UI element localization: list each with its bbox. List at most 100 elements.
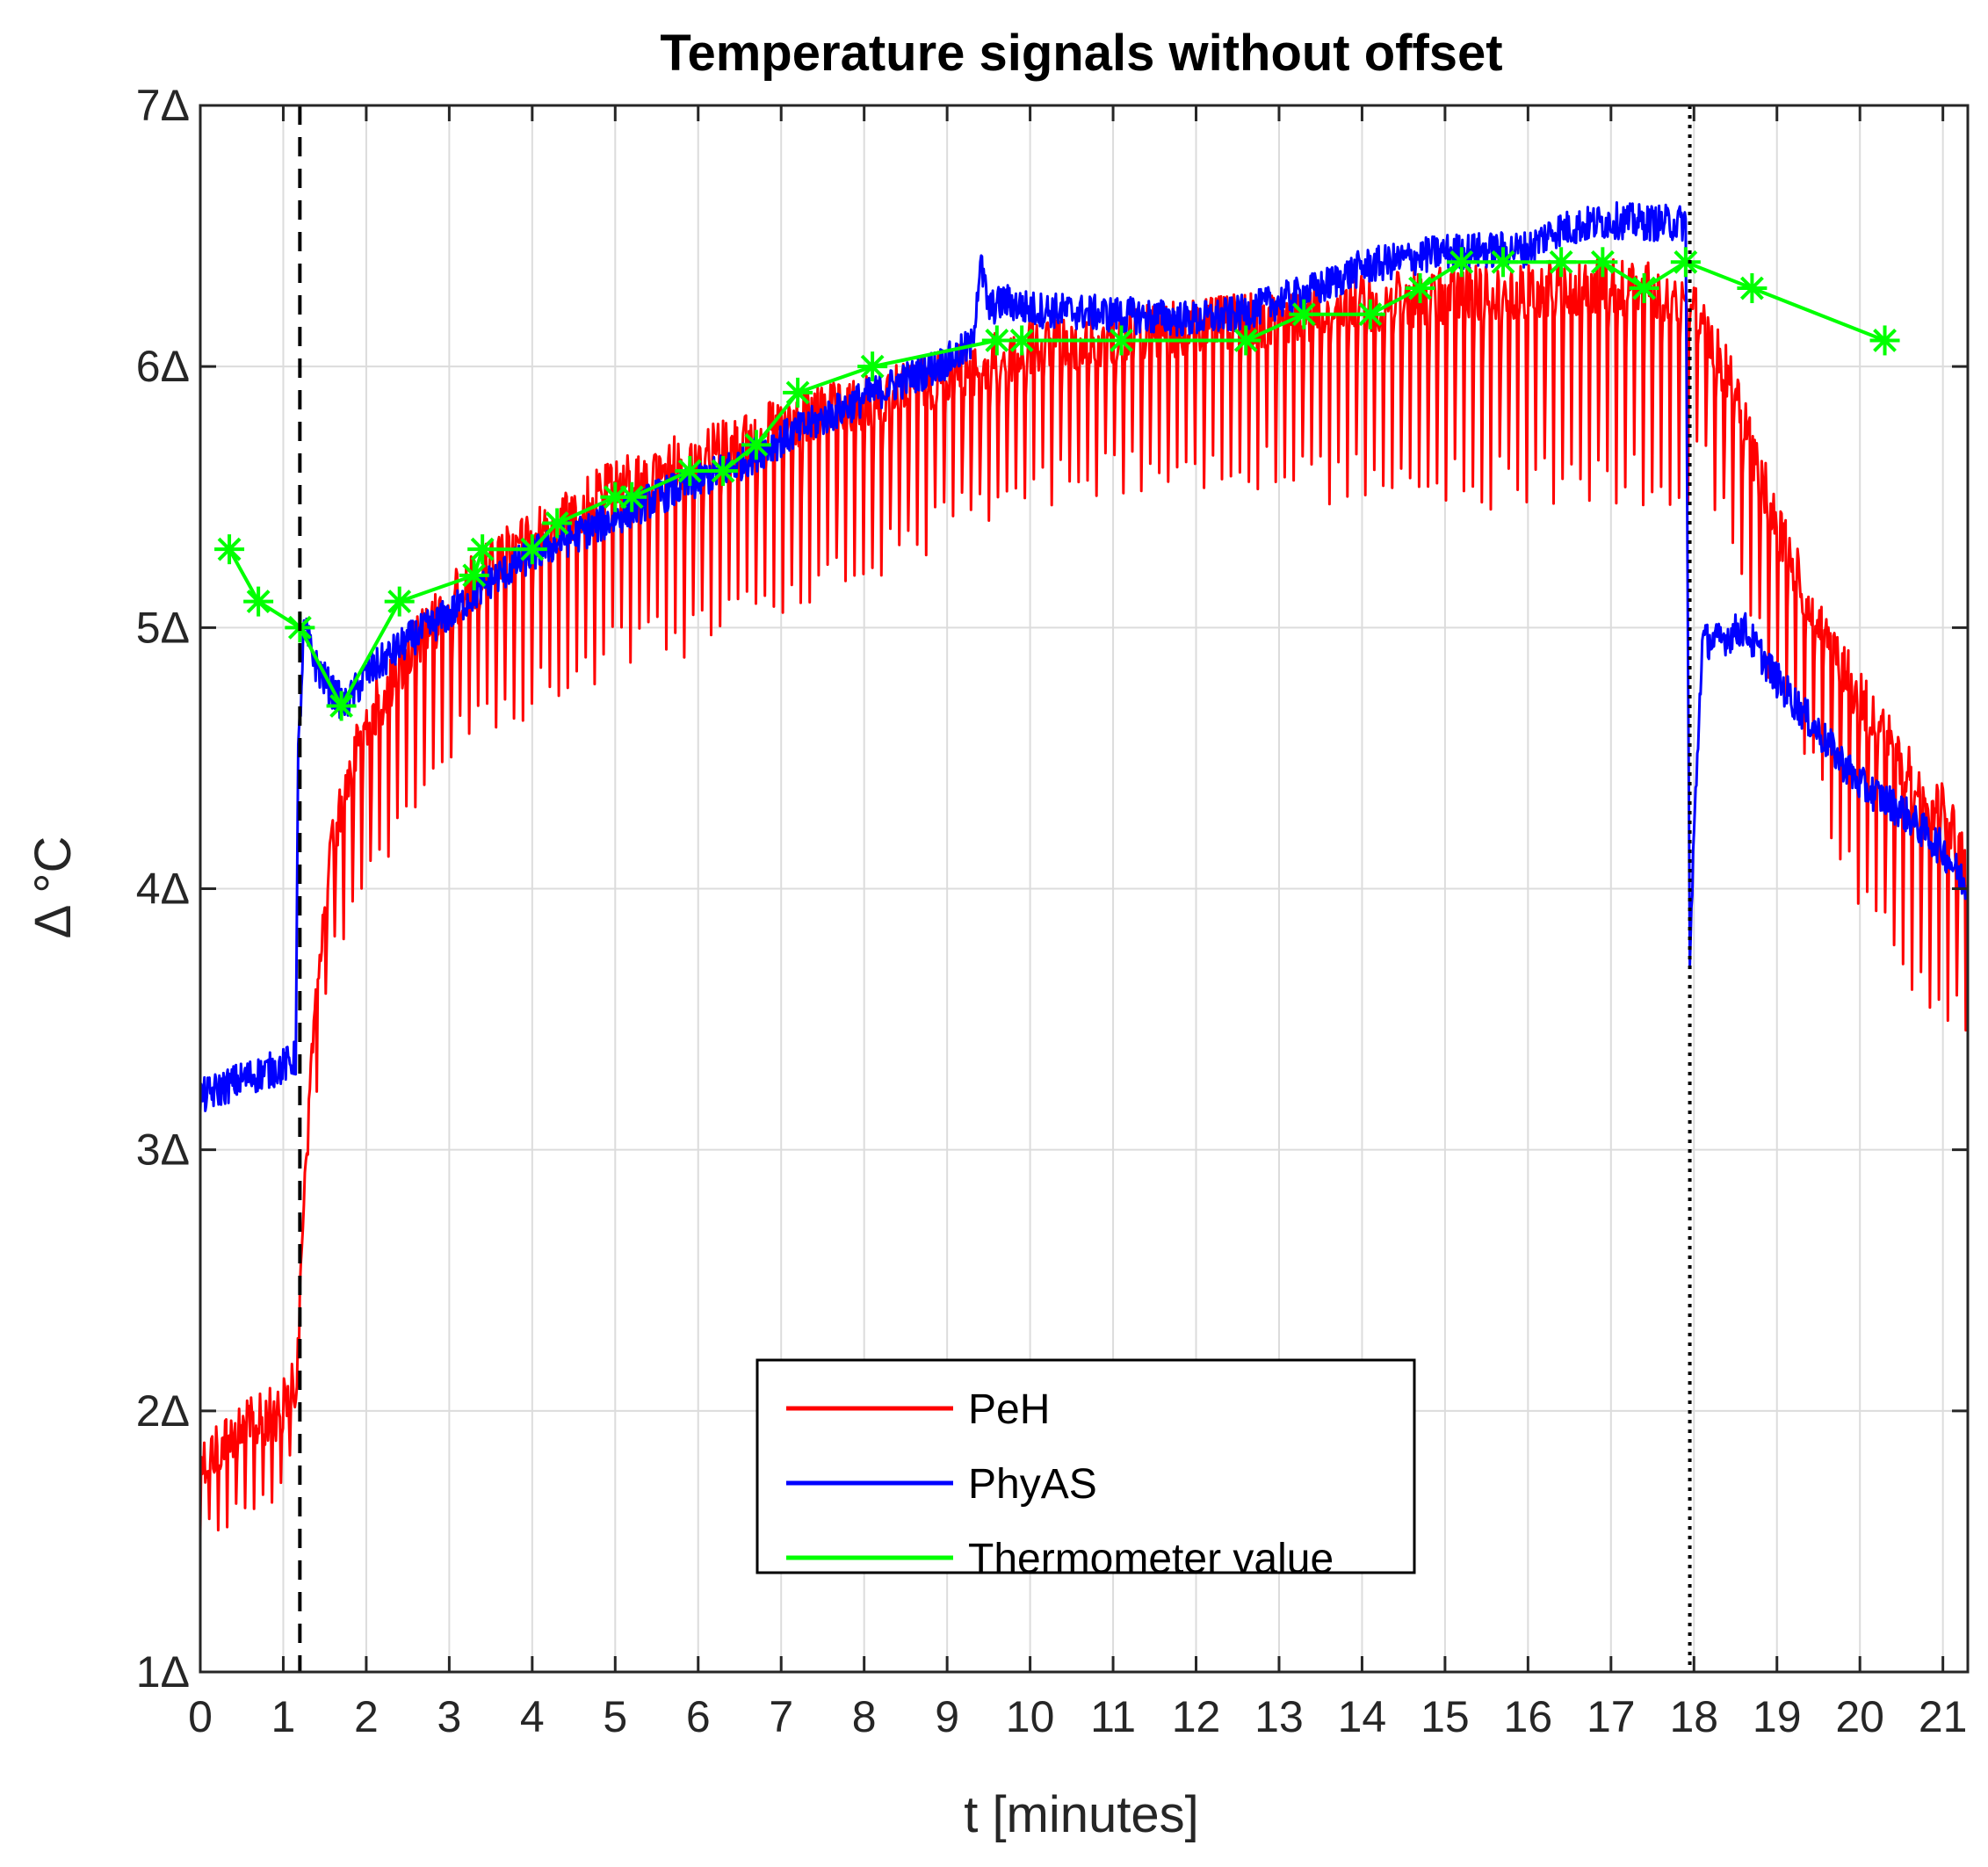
y-tick-label: 5Δ xyxy=(136,603,190,652)
x-tick-label: 5 xyxy=(603,1692,627,1741)
thermometer-marker xyxy=(517,534,547,565)
marker-stroke xyxy=(1873,329,1897,352)
marker-stroke xyxy=(619,485,644,510)
legend-box xyxy=(755,1358,1416,1574)
x-tick-label: 7 xyxy=(769,1692,793,1741)
marker-stroke xyxy=(744,432,769,457)
x-tick-label: 20 xyxy=(1835,1692,1884,1741)
thermometer-marker xyxy=(708,456,739,487)
marker-stroke xyxy=(1009,329,1034,352)
marker-stroke xyxy=(1358,302,1383,327)
x-tick-label: 18 xyxy=(1669,1692,1718,1741)
thermometer-marker xyxy=(1488,247,1519,278)
x-tick-label: 17 xyxy=(1587,1692,1636,1741)
y-tick-labels: 1Δ 2Δ 3Δ 4Δ 5Δ 6Δ 7Δ xyxy=(136,81,190,1697)
thermometer-marker xyxy=(857,351,888,382)
thermometer-marker xyxy=(214,534,245,565)
x-tick-label: 1 xyxy=(271,1692,296,1741)
x-tick-label: 12 xyxy=(1172,1692,1221,1741)
x-tick-label: 10 xyxy=(1006,1692,1055,1741)
thermometer-marker xyxy=(617,481,647,512)
marker-stroke xyxy=(860,354,885,379)
marker-stroke xyxy=(1449,250,1474,274)
marker-stroke xyxy=(1110,329,1133,352)
marker-stroke xyxy=(1590,250,1615,274)
thermometer-marker xyxy=(675,456,705,487)
thermometer-marker xyxy=(467,534,498,565)
y-tick-label: 2Δ xyxy=(136,1386,190,1436)
thermometer-marker xyxy=(1587,247,1618,278)
x-tick-label: 9 xyxy=(935,1692,959,1741)
thermometer-marker xyxy=(384,586,415,617)
thermometer-marker xyxy=(1546,247,1577,278)
marker-stroke xyxy=(711,459,735,483)
marker-stroke xyxy=(520,537,545,561)
x-tick-label: 11 xyxy=(1090,1692,1136,1741)
x-tick-label: 3 xyxy=(437,1692,461,1741)
legend-label-phyas: PhyAS xyxy=(968,1461,1097,1508)
marker-stroke xyxy=(1549,250,1573,274)
thermometer-marker xyxy=(1106,325,1137,356)
legend: PeH PhyAS Thermometer value xyxy=(755,1358,1416,1582)
marker-stroke xyxy=(1408,276,1432,300)
x-tick-label: 0 xyxy=(188,1692,213,1741)
y-tick-label: 6Δ xyxy=(136,342,190,391)
marker-stroke xyxy=(246,590,271,614)
x-tick-label: 15 xyxy=(1421,1692,1470,1741)
x-tick-label: 19 xyxy=(1753,1692,1802,1741)
x-axis-label: t [minutes] xyxy=(964,1786,1199,1843)
marker-stroke xyxy=(217,537,242,561)
thermometer-marker xyxy=(243,586,274,617)
marker-stroke xyxy=(387,590,412,614)
thermometer-marker xyxy=(326,691,357,721)
x-tick-label: 13 xyxy=(1254,1692,1304,1741)
y-tick-label: 1Δ xyxy=(136,1647,190,1697)
x-tick-label: 16 xyxy=(1504,1692,1553,1741)
legend-label-peh: PeH xyxy=(968,1386,1050,1433)
marker-stroke xyxy=(329,694,354,718)
marker-stroke xyxy=(603,485,627,510)
thermometer-marker xyxy=(1007,325,1037,356)
marker-stroke xyxy=(1491,250,1515,274)
thermometer-marker xyxy=(1670,247,1701,278)
thermometer-marker xyxy=(1869,325,1900,356)
marker-stroke xyxy=(470,537,495,561)
thermometer-marker xyxy=(542,508,573,539)
legend-label-thermometer: Thermometer value xyxy=(968,1536,1334,1582)
x-tick-labels: 0 1 2 3 4 5 6 7 8 9 10 11 12 13 14 15 16 17 18 19 20 21 xyxy=(188,1692,1967,1741)
chart-title: Temperature signals without offset xyxy=(660,25,1502,82)
x-tick-label: 6 xyxy=(686,1692,711,1741)
y-tick-label: 4Δ xyxy=(136,865,190,914)
thermometer-marker xyxy=(981,325,1012,356)
thermometer-marker xyxy=(1446,247,1477,278)
y-axis-label: Δ °C xyxy=(25,836,82,939)
thermometer-marker xyxy=(1231,325,1261,356)
marker-stroke xyxy=(1674,250,1698,274)
thermometer-marker xyxy=(1355,299,1385,329)
x-tick-label: 21 xyxy=(1919,1692,1968,1741)
marker-stroke xyxy=(677,459,702,483)
x-tick-label: 4 xyxy=(520,1692,545,1741)
ticks xyxy=(199,104,1968,1674)
thermometer-marker xyxy=(1289,299,1319,329)
series-layer xyxy=(200,201,1968,1534)
marker-stroke xyxy=(1233,329,1258,352)
marker-stroke xyxy=(1739,276,1764,300)
marker-stroke xyxy=(1291,302,1316,327)
marker-stroke xyxy=(1632,276,1657,300)
thermometer-marker xyxy=(783,377,813,408)
marker-stroke xyxy=(462,563,487,588)
x-tick-label: 2 xyxy=(354,1692,379,1741)
marker-stroke xyxy=(985,329,1009,352)
x-tick-label: 14 xyxy=(1338,1692,1387,1741)
thermometer-marker xyxy=(1405,273,1435,304)
thermometer-marker xyxy=(1737,273,1768,304)
x-tick-label: 8 xyxy=(852,1692,877,1741)
marker-stroke xyxy=(785,380,810,405)
thermometer-marker xyxy=(1629,273,1659,304)
thermometer-marker xyxy=(741,430,771,460)
marker-stroke xyxy=(545,511,569,535)
y-tick-label: 3Δ xyxy=(136,1125,190,1175)
thermometer-marker xyxy=(459,560,489,590)
